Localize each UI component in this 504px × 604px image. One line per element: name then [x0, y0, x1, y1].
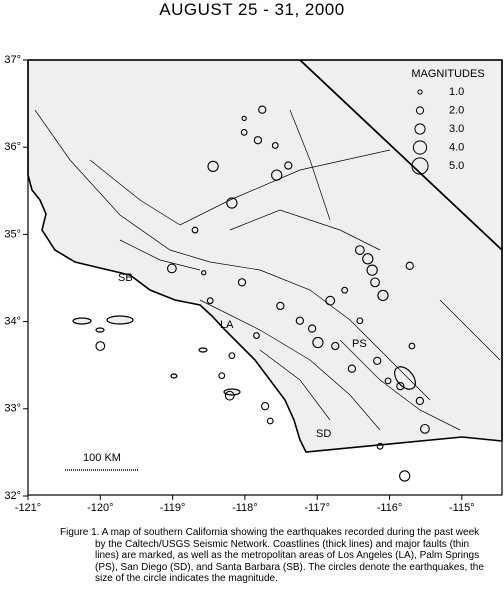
- faults: [34, 109, 501, 431]
- earthquake: [284, 161, 293, 170]
- earthquake: [207, 160, 219, 173]
- earthquake: [325, 295, 336, 306]
- legend-label: 5.0: [449, 160, 464, 172]
- earthquake: [218, 372, 226, 380]
- earthquake: [408, 342, 416, 350]
- x-tick-label: -119°: [160, 502, 186, 514]
- earthquake: [415, 396, 425, 406]
- legend-symbol: [417, 89, 423, 95]
- city-label: PS: [352, 338, 367, 350]
- earthquake: [95, 341, 106, 351]
- legend-title: MAGNITUDES: [411, 68, 484, 80]
- earthquake: [237, 278, 247, 287]
- earthquake: [226, 197, 238, 209]
- map-frame: [27, 59, 503, 496]
- legend-label: 3.0: [449, 123, 464, 135]
- x-tick-label: -117°: [304, 502, 330, 514]
- earthquake: [373, 356, 382, 365]
- legend-label: 2.0: [449, 104, 464, 116]
- earthquake: [420, 423, 430, 434]
- earthquake: [331, 341, 340, 351]
- earthquake: [384, 377, 392, 385]
- y-tick-label: 35°: [4, 228, 21, 240]
- y-tick-label: 36°: [4, 141, 21, 153]
- earthquake: [366, 264, 378, 276]
- land: [27, 59, 503, 453]
- earthquake: [258, 105, 267, 114]
- y-tick-label: 32°: [4, 490, 21, 502]
- map-title: AUGUST 25 - 31, 2000: [159, 0, 345, 19]
- earthquake: [271, 169, 283, 181]
- earthquake: [201, 270, 207, 276]
- legend-label: 4.0: [449, 141, 464, 153]
- earthquake: [295, 316, 304, 325]
- x-tick-label: -118°: [232, 502, 258, 514]
- earthquake: [240, 128, 248, 136]
- nevada-border: [299, 59, 503, 251]
- earthquake: [253, 332, 260, 339]
- earthquake: [362, 253, 374, 265]
- legend-label: 1.0: [449, 86, 464, 98]
- legend-symbol: [412, 140, 428, 155]
- earthquake: [370, 277, 380, 288]
- city-label: LA: [220, 319, 234, 331]
- earthquake: [312, 336, 324, 349]
- earthquake: [166, 263, 177, 274]
- x-tick-label: -121°: [15, 502, 41, 514]
- x-tick-label: -115°: [449, 502, 475, 514]
- earthquake: [396, 381, 405, 391]
- city-label: SB: [118, 272, 133, 284]
- earthquake: [276, 301, 285, 311]
- city-label: SD: [316, 428, 331, 440]
- earthquake: [356, 317, 364, 325]
- earthquake: [241, 115, 247, 122]
- y-tick-label: 34°: [4, 316, 21, 328]
- caption: Figure 1. A map of southern California s…: [60, 527, 484, 584]
- earthquake: [405, 261, 414, 270]
- y-tick-label: 33°: [4, 403, 21, 415]
- earthquake: [206, 297, 214, 305]
- legend-symbol: [411, 157, 429, 175]
- earthquake: [399, 470, 411, 482]
- earthquake: [376, 442, 384, 450]
- earthquake: [228, 352, 236, 360]
- scale-label: 100 KM: [83, 452, 121, 464]
- earthquake: [377, 289, 389, 302]
- y-tick-label: 37°: [4, 54, 21, 66]
- legend-symbol: [415, 106, 425, 115]
- earthquake: [347, 364, 357, 373]
- x-tick-label: -120°: [87, 502, 113, 514]
- legend-symbol: [414, 123, 426, 135]
- earthquake: [341, 286, 349, 294]
- earthquake: [354, 245, 365, 255]
- earthquake: [224, 390, 235, 401]
- earthquake: [266, 417, 274, 425]
- earthquake: [260, 402, 270, 411]
- earthquake: [307, 324, 317, 333]
- earthquake: [191, 226, 199, 234]
- map: 100 KM SB LA PS SD MAGNITUDES -121° -120°…: [4, 54, 503, 514]
- earthquake: [253, 136, 263, 145]
- earthquake: [271, 142, 279, 149]
- x-tick-label: -116°: [377, 502, 403, 514]
